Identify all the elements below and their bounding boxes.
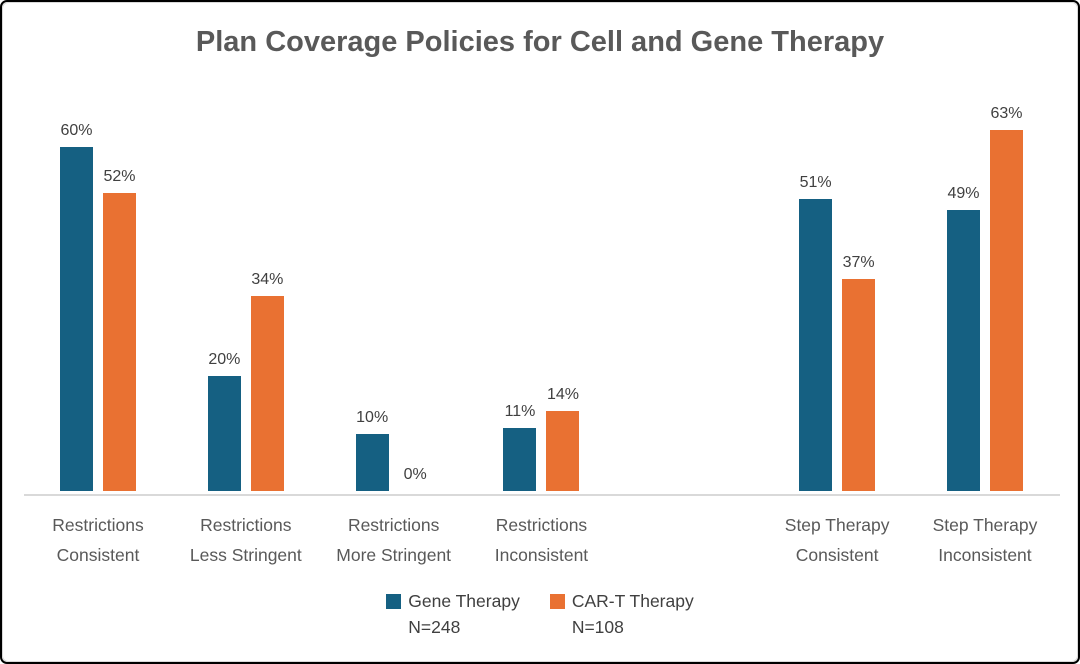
value-label: 51% [799, 173, 832, 191]
value-label: 0% [403, 466, 427, 483]
bar [503, 427, 537, 491]
bar [103, 192, 136, 491]
legend: Gene Therapy N=248 CAR-T Therapy N=108 [2, 588, 1078, 640]
category-label: Step Therapy Consistent [784, 515, 890, 565]
value-label: 34% [251, 271, 284, 289]
value-label: 60% [60, 122, 93, 140]
category-label: Restrictions More Stringent [336, 515, 452, 565]
bar [250, 296, 284, 491]
bar [799, 198, 833, 491]
value-label: 52% [103, 167, 136, 185]
bar [989, 129, 1023, 491]
bar [355, 433, 389, 491]
chart-title: Plan Coverage Policies for Cell and Gene… [195, 26, 885, 58]
x-axis-line [24, 494, 1060, 496]
legend-label: CAR-T Therapy [571, 591, 694, 611]
legend-item-gene-therapy: Gene Therapy N=248 [386, 588, 520, 640]
bar [546, 410, 580, 491]
bar [946, 210, 980, 491]
bar [207, 376, 241, 491]
category-label: Step Therapy Inconsistent [932, 515, 1038, 565]
legend-n-count: N=108 [571, 617, 624, 637]
value-label: 10% [356, 408, 389, 426]
value-label: 20% [208, 351, 241, 369]
value-label: 14% [546, 385, 579, 403]
category-label: Restrictions Inconsistent [494, 515, 589, 565]
value-label: 37% [842, 253, 875, 271]
bar [60, 147, 93, 491]
bar [842, 278, 876, 491]
value-label: 63% [990, 104, 1023, 122]
value-label: 49% [947, 185, 980, 203]
legend-n-count: N=248 [408, 617, 461, 637]
cart-therapy-swatch-icon [549, 593, 565, 609]
category-label: Restrictions Less Stringent [189, 515, 302, 565]
legend-label: Gene Therapy [408, 591, 520, 611]
legend-item-cart-therapy: CAR-T Therapy N=108 [549, 588, 694, 640]
gene-therapy-swatch-icon [386, 593, 402, 609]
category-label: Restrictions Consistent [52, 515, 144, 565]
value-label: 11% [504, 402, 536, 420]
